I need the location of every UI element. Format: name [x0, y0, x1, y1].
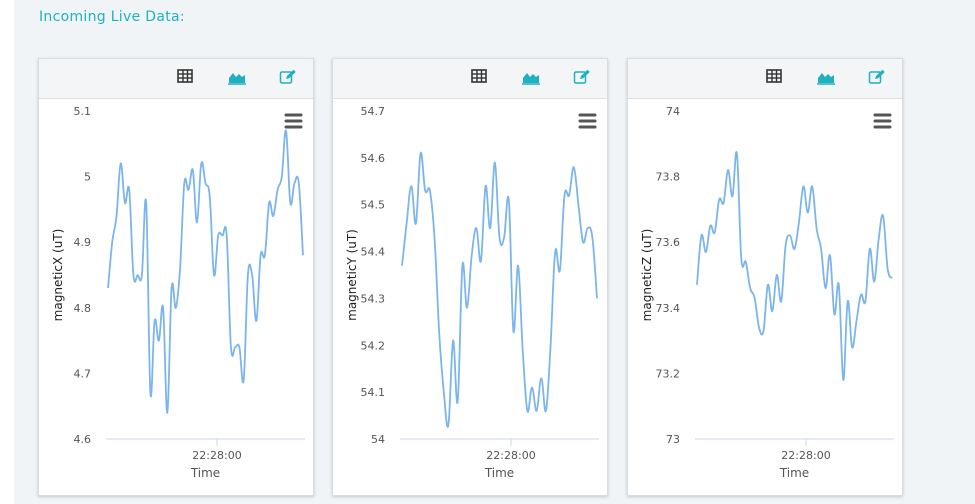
y-tick-label: 73.6	[656, 236, 681, 249]
y-tick-label: 54.7	[361, 105, 386, 118]
series-line	[696, 151, 893, 381]
y-tick-label: 73.8	[656, 171, 681, 184]
chart-plot-area: 54.7 54.6 54.5 54.4 54.3 54.2 54.1 54 22:28:00 Ti…	[345, 105, 599, 480]
chart-plot-area: 5.1 5 4.9 4.8 4.7 4.6 22:28:00 Time magneticX (u…	[51, 105, 305, 480]
hamburger-menu-icon[interactable]	[283, 110, 305, 130]
y-tick-label: 5	[84, 171, 91, 184]
hamburger-menu-icon[interactable]	[577, 110, 599, 130]
x-tick-label: 22:28:00	[486, 449, 535, 462]
table-icon[interactable]	[177, 69, 197, 87]
y-tick-label: 54.1	[361, 386, 386, 399]
y-tick-label: 54.5	[361, 199, 386, 212]
area-chart-icon[interactable]	[227, 69, 247, 87]
y-tick-label: 73.2	[656, 367, 681, 380]
area-chart-icon[interactable]	[816, 69, 836, 87]
y-tick-label: 54.6	[361, 152, 386, 165]
chart-card-magnetic-y: 54.7 54.6 54.5 54.4 54.3 54.2 54.1 54 22:28:00 Ti…	[332, 58, 608, 496]
card-toolbar	[39, 59, 313, 99]
y-axis-title: magneticY (uT)	[345, 229, 359, 321]
y-tick-label: 4.9	[74, 236, 92, 249]
y-tick-label: 5.1	[74, 105, 92, 118]
card-toolbar	[628, 59, 902, 99]
edit-icon[interactable]	[279, 69, 299, 87]
y-tick-label: 73.4	[656, 302, 681, 315]
y-tick-label: 54.4	[361, 246, 386, 259]
table-icon[interactable]	[766, 69, 786, 87]
y-tick-label: 4.6	[74, 433, 92, 446]
y-tick-label: 54.3	[361, 292, 386, 305]
chart-plot-area: 74 73.8 73.6 73.4 73.2 73 22:28:00 Time magnetic…	[640, 105, 894, 480]
edit-icon[interactable]	[868, 69, 888, 87]
y-tick-label: 54	[371, 433, 385, 446]
x-axis-title: Time	[190, 466, 220, 480]
y-tick-label: 73	[666, 433, 680, 446]
series-line	[401, 151, 598, 428]
edit-icon[interactable]	[573, 69, 593, 87]
card-toolbar	[333, 59, 607, 99]
y-tick-label: 54.2	[361, 339, 386, 352]
x-axis-title: Time	[779, 466, 809, 480]
table-icon[interactable]	[471, 69, 491, 87]
y-axis-title: magneticZ (uT)	[640, 229, 654, 322]
x-axis-title: Time	[484, 466, 514, 480]
x-tick-label: 22:28:00	[192, 449, 241, 462]
x-tick-label: 22:28:00	[781, 449, 830, 462]
y-axis-title: magneticX (uT)	[51, 229, 65, 322]
chart-card-magnetic-x: 5.1 5 4.9 4.8 4.7 4.6 22:28:00 Time magneticX (u…	[38, 58, 314, 496]
y-tick-label: 4.7	[74, 367, 92, 380]
series-line	[107, 129, 304, 414]
y-tick-label: 4.8	[74, 302, 92, 315]
area-chart-icon[interactable]	[521, 69, 541, 87]
hamburger-menu-icon[interactable]	[872, 110, 894, 130]
chart-card-magnetic-z: 74 73.8 73.6 73.4 73.2 73 22:28:00 Time magnetic…	[627, 58, 903, 496]
page-heading: Incoming Live Data:	[39, 9, 185, 25]
y-tick-label: 74	[666, 105, 680, 118]
